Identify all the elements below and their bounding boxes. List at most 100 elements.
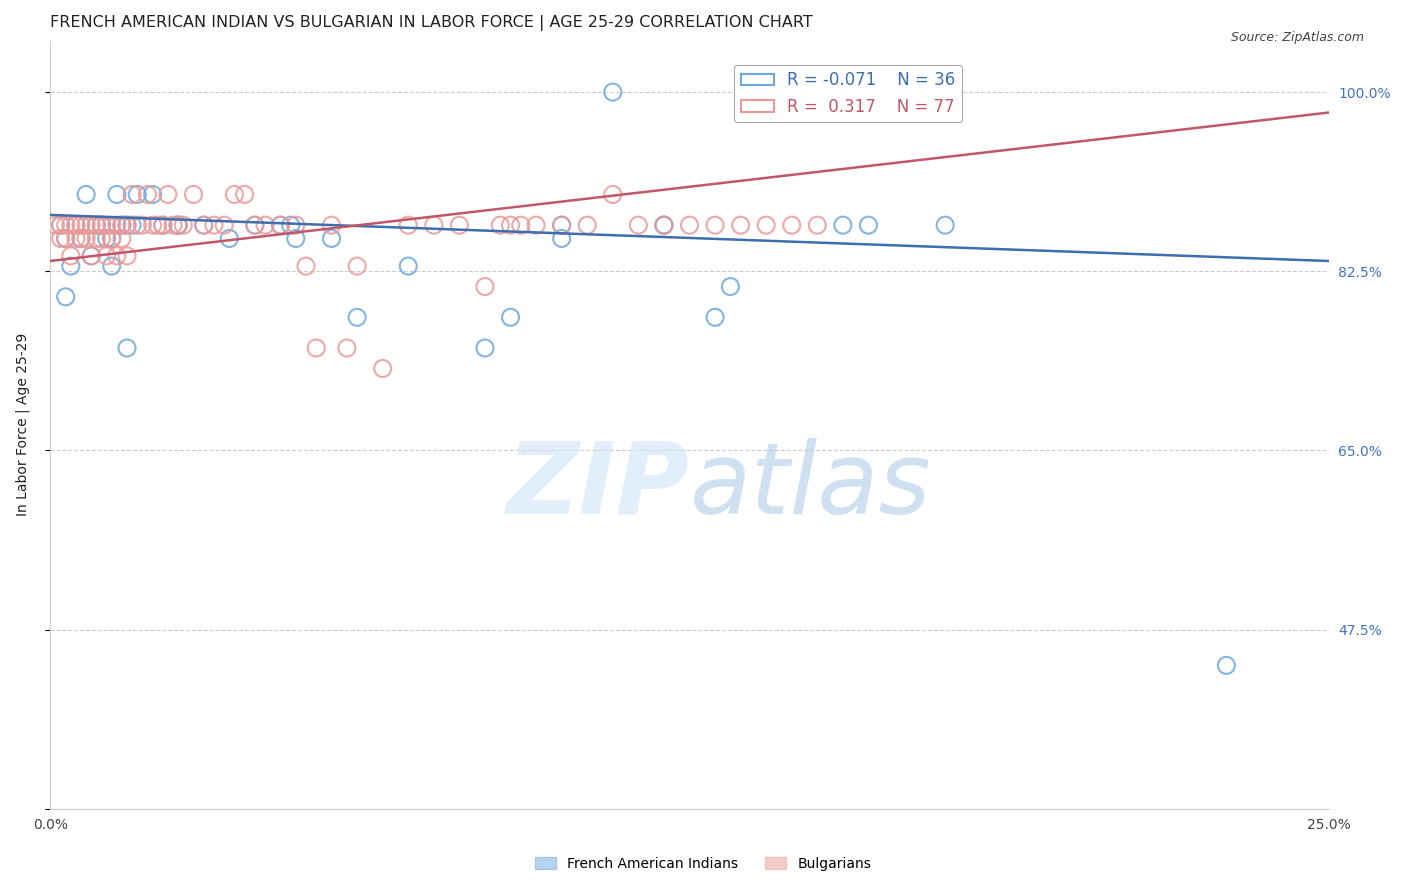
Point xyxy=(489,218,512,232)
Point xyxy=(86,218,108,232)
Point xyxy=(59,249,82,263)
Point xyxy=(136,187,159,202)
Point xyxy=(49,218,72,232)
Point xyxy=(152,218,174,232)
Point xyxy=(269,218,291,232)
Point xyxy=(105,249,128,263)
Point xyxy=(70,231,93,245)
Point xyxy=(121,218,143,232)
Point xyxy=(254,218,277,232)
Point xyxy=(550,231,572,245)
Point xyxy=(509,218,531,232)
Point xyxy=(806,218,828,232)
Point xyxy=(934,218,956,232)
Point xyxy=(49,231,72,245)
Point xyxy=(80,249,103,263)
Point xyxy=(652,218,675,232)
Point xyxy=(167,218,190,232)
Point xyxy=(524,218,547,232)
Point xyxy=(90,218,112,232)
Point xyxy=(86,218,108,232)
Point xyxy=(65,218,87,232)
Point xyxy=(336,341,359,355)
Point xyxy=(100,218,122,232)
Point xyxy=(704,218,727,232)
Point xyxy=(90,218,112,232)
Point xyxy=(100,259,122,273)
Point xyxy=(858,218,880,232)
Point xyxy=(105,187,128,202)
Point xyxy=(55,218,77,232)
Point xyxy=(44,218,66,232)
Y-axis label: In Labor Force | Age 25-29: In Labor Force | Age 25-29 xyxy=(15,333,30,516)
Point xyxy=(90,231,112,245)
Point xyxy=(652,218,675,232)
Point xyxy=(678,218,700,232)
Point xyxy=(269,218,291,232)
Point xyxy=(111,218,134,232)
Point xyxy=(243,218,266,232)
Point xyxy=(831,218,853,232)
Point xyxy=(96,249,118,263)
Point xyxy=(111,231,134,245)
Point xyxy=(96,218,118,232)
Text: atlas: atlas xyxy=(689,438,931,534)
Point xyxy=(474,279,496,293)
Point xyxy=(233,187,256,202)
Text: ZIP: ZIP xyxy=(506,438,689,534)
Point xyxy=(142,218,165,232)
Point xyxy=(193,218,215,232)
Point xyxy=(305,341,328,355)
Point xyxy=(80,218,103,232)
Point xyxy=(346,259,368,273)
Text: FRENCH AMERICAN INDIAN VS BULGARIAN IN LABOR FORCE | AGE 25-29 CORRELATION CHART: FRENCH AMERICAN INDIAN VS BULGARIAN IN L… xyxy=(51,15,813,31)
Point xyxy=(284,218,307,232)
Point xyxy=(423,218,446,232)
Point xyxy=(704,310,727,325)
Legend: R = -0.071    N = 36, R =  0.317    N = 77: R = -0.071 N = 36, R = 0.317 N = 77 xyxy=(734,64,962,122)
Point xyxy=(100,231,122,245)
Point xyxy=(115,218,138,232)
Point xyxy=(627,218,650,232)
Point xyxy=(105,218,128,232)
Point xyxy=(167,218,190,232)
Point xyxy=(146,218,169,232)
Point xyxy=(183,187,205,202)
Point xyxy=(371,361,394,376)
Point xyxy=(346,310,368,325)
Point xyxy=(55,290,77,304)
Point xyxy=(576,218,599,232)
Point xyxy=(755,218,778,232)
Point xyxy=(396,259,419,273)
Point xyxy=(80,249,103,263)
Point xyxy=(449,218,471,232)
Point xyxy=(86,231,108,245)
Point xyxy=(75,218,97,232)
Point xyxy=(730,218,752,232)
Point xyxy=(499,310,522,325)
Point xyxy=(321,231,343,245)
Point xyxy=(127,218,149,232)
Point xyxy=(75,231,97,245)
Point xyxy=(474,341,496,355)
Text: Source: ZipAtlas.com: Source: ZipAtlas.com xyxy=(1230,31,1364,45)
Point xyxy=(202,218,225,232)
Point xyxy=(550,218,572,232)
Point xyxy=(75,187,97,202)
Point xyxy=(156,187,179,202)
Point xyxy=(100,231,122,245)
Point xyxy=(602,187,624,202)
Point xyxy=(142,187,165,202)
Point xyxy=(55,231,77,245)
Point xyxy=(131,218,153,232)
Point xyxy=(59,259,82,273)
Point xyxy=(280,218,302,232)
Point xyxy=(127,187,149,202)
Point xyxy=(121,187,143,202)
Point xyxy=(284,231,307,245)
Point xyxy=(218,231,240,245)
Point xyxy=(550,218,572,232)
Point xyxy=(212,218,235,232)
Point xyxy=(162,218,184,232)
Point xyxy=(167,218,190,232)
